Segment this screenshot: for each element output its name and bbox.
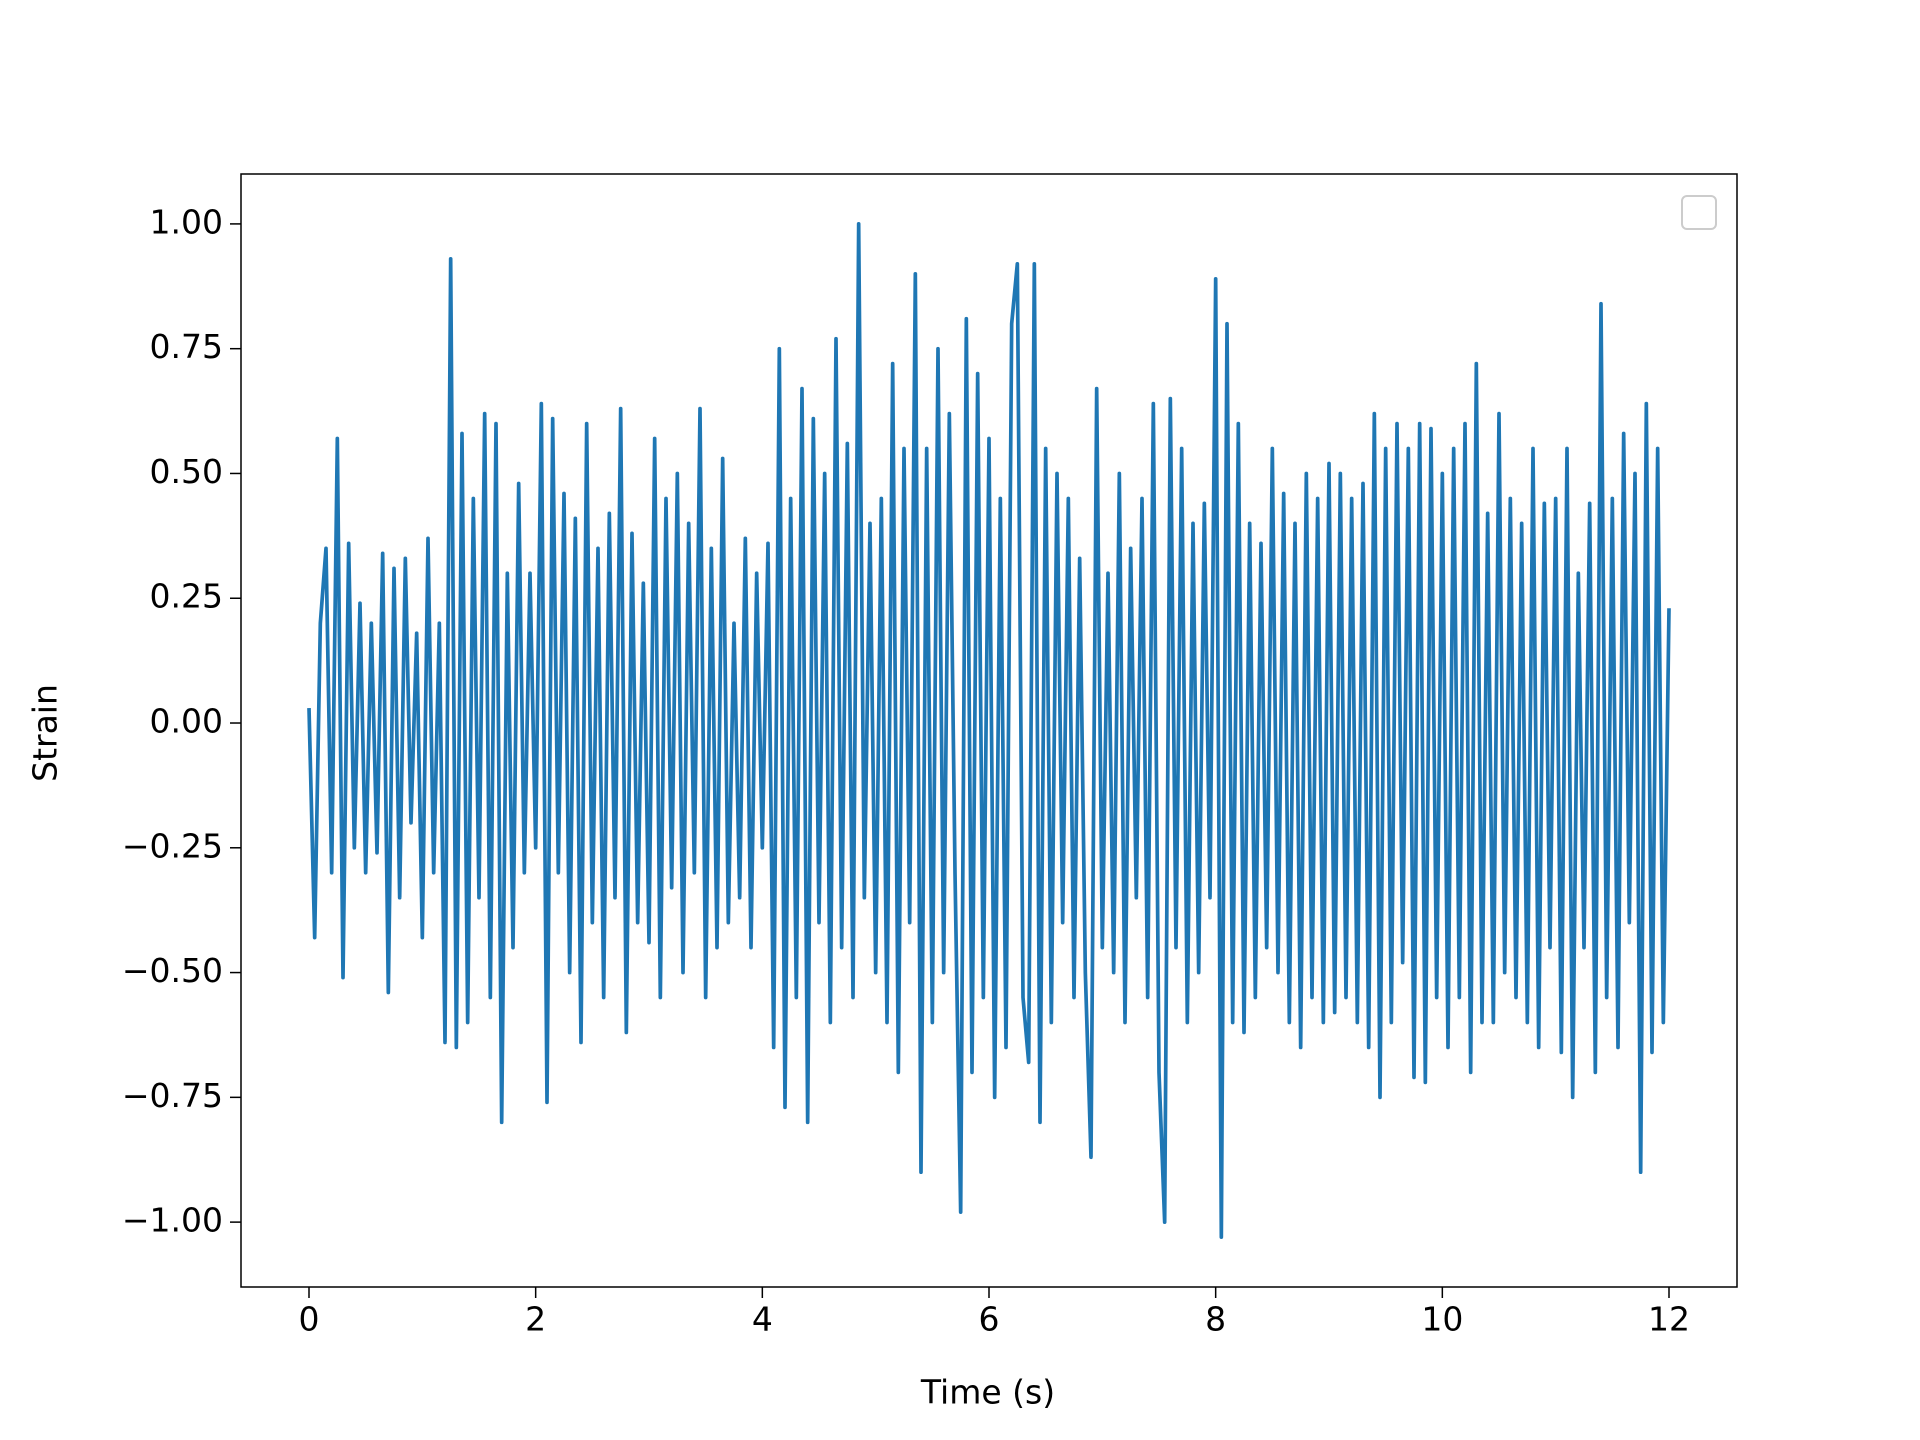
x-tick-label: 8 (1205, 1300, 1226, 1339)
y-tick-label: −0.50 (122, 951, 223, 990)
x-tick-label: 10 (1421, 1300, 1463, 1339)
y-tick-label: 1.00 (150, 202, 223, 241)
plot-frame (240, 173, 1738, 1288)
y-tick-label: 0.50 (150, 452, 223, 491)
x-tick-label: 2 (525, 1300, 546, 1339)
y-tick-label: 0.75 (150, 327, 223, 366)
y-tick-label: −1.00 (122, 1201, 223, 1240)
y-tick-label: −0.75 (122, 1076, 223, 1115)
y-tick-label: 0.25 (150, 577, 223, 616)
y-tick-label: −0.25 (122, 826, 223, 865)
x-tick-label: 12 (1648, 1300, 1690, 1339)
x-tick-label: 6 (979, 1300, 1000, 1339)
x-tick-label: 4 (752, 1300, 773, 1339)
legend-box (1681, 195, 1717, 230)
x-axis-label: Time (s) (920, 1373, 1055, 1412)
data-line (307, 222, 1671, 1239)
x-tick-label: 0 (299, 1300, 320, 1339)
y-axis-label: Strain (26, 684, 65, 782)
y-tick-label: 0.00 (150, 702, 223, 741)
